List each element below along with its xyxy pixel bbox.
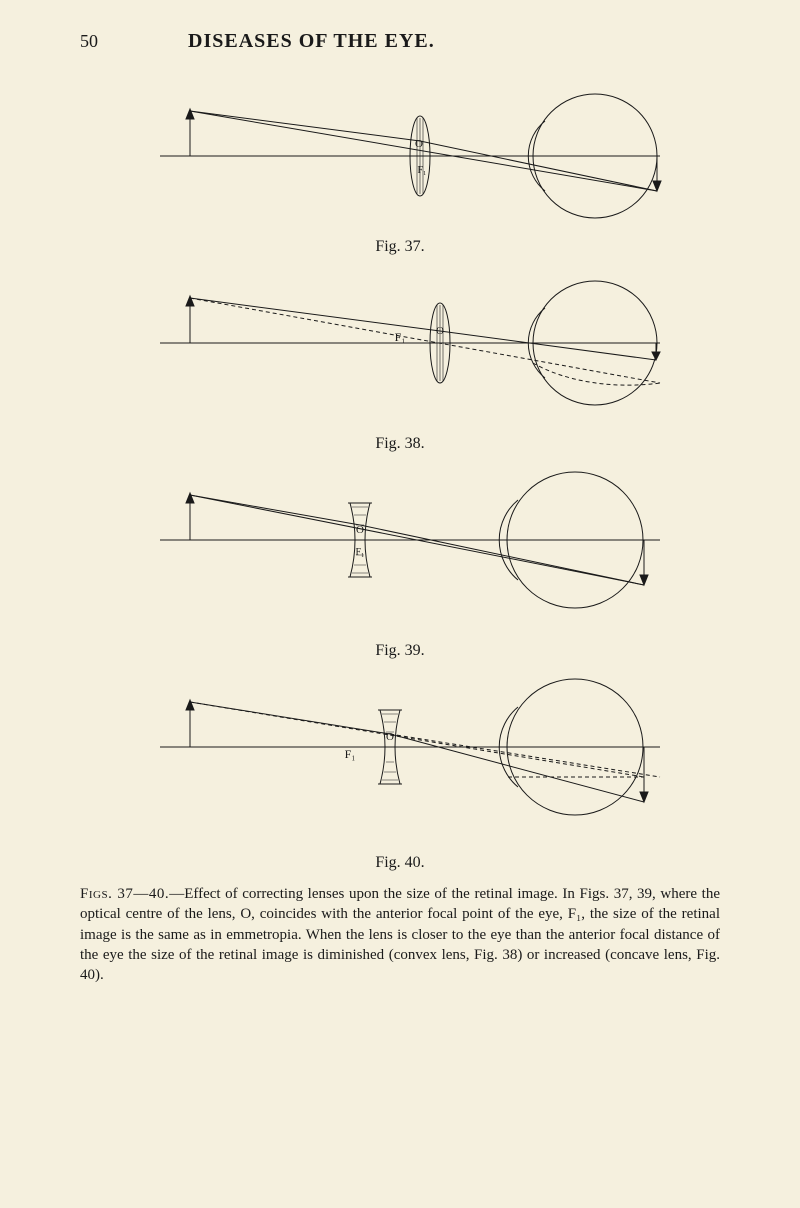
svg-text:O: O [386, 731, 394, 743]
caption-lead: Figs. 37—40. [80, 886, 169, 902]
page-header: 50 DISEASES OF THE EYE. [80, 30, 720, 53]
figure-37: O F₁ Fig. 37. [80, 81, 720, 256]
figure-39-svg: O F₁ [120, 465, 680, 640]
page-number: 50 [80, 31, 98, 52]
figure-38: F₁ O Fig. 38. [80, 268, 720, 453]
figure-37-svg: O F₁ [120, 81, 680, 236]
caption-block: Figs. 37—40.—Effect of correcting lenses… [80, 884, 720, 985]
figure-37-caption: Fig. 37. [80, 238, 720, 256]
svg-text:F₁: F₁ [355, 547, 364, 558]
svg-text:O: O [356, 524, 364, 536]
figure-38-svg: F₁ O [120, 268, 680, 433]
svg-text:F₁: F₁ [395, 330, 406, 344]
figure-38-caption: Fig. 38. [80, 435, 720, 453]
caption-text: —Effect of correcting lenses upon the si… [80, 886, 720, 983]
figure-40: F₁ O Fig. 40. [80, 672, 720, 872]
page-title: DISEASES OF THE EYE. [188, 30, 435, 53]
figure-40-svg: F₁ O [120, 672, 680, 852]
svg-text:O: O [436, 325, 444, 337]
svg-text:F₁: F₁ [417, 165, 426, 176]
svg-text:O: O [415, 138, 423, 150]
figure-39-caption: Fig. 39. [80, 642, 720, 660]
svg-text:F₁: F₁ [345, 747, 356, 761]
figure-40-caption: Fig. 40. [80, 854, 720, 872]
figure-39: O F₁ Fig. 39. [80, 465, 720, 660]
